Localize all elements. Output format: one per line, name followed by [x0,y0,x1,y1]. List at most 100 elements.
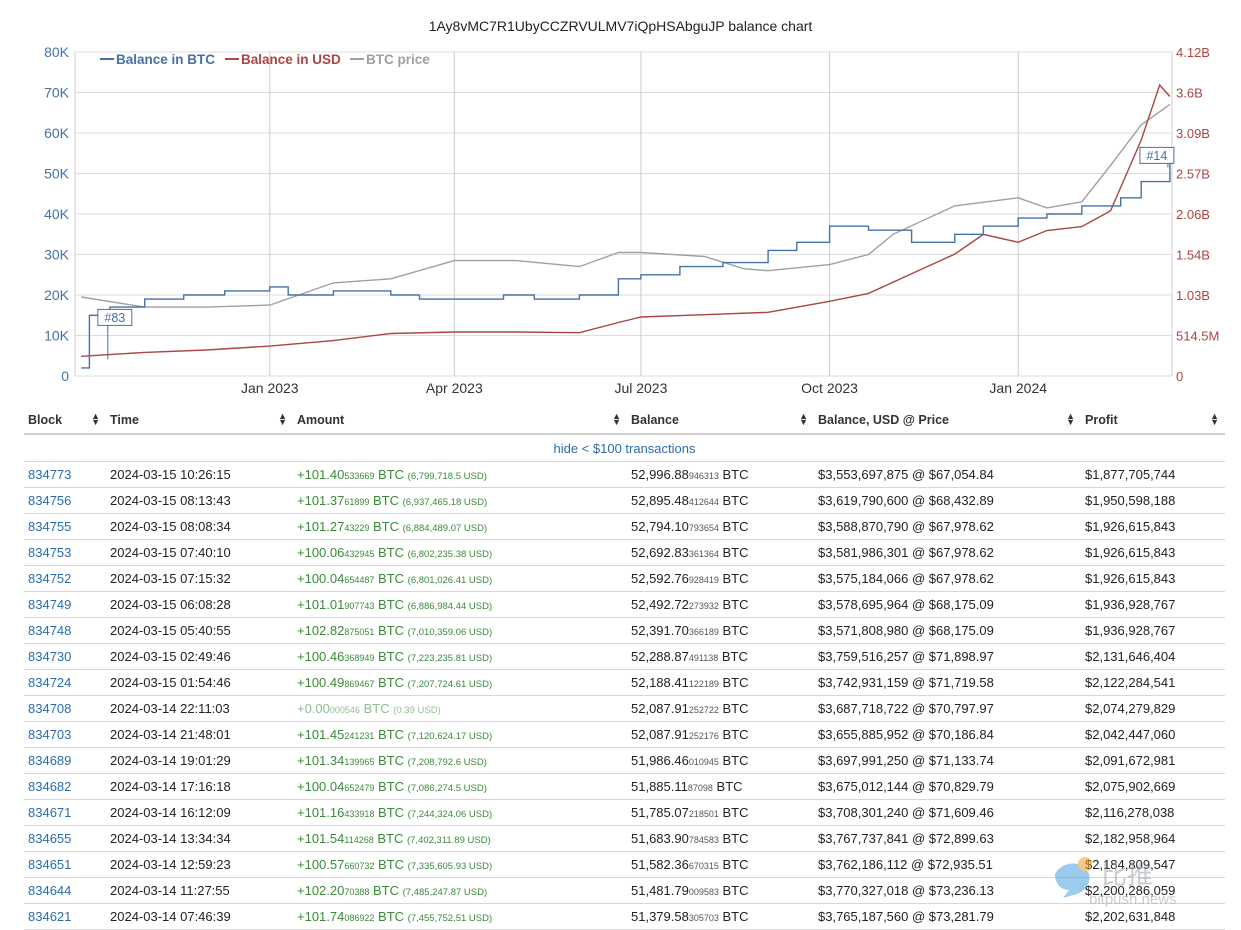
annotation-label: #14 [1146,149,1167,163]
col-header-label: Amount [297,412,345,427]
y-left-tick-label: 30K [44,247,70,263]
block-link[interactable]: 834651 [28,857,72,872]
profit-cell: $2,042,447,060 [1081,721,1225,748]
balance-usd-cell: $3,687,718,722 @ $70,797.97 [814,695,1081,722]
transactions-table: Block ▲ ▼ Time ▲ ▼ Amount ▲ ▼ Balance ▲ ▼ Balanc… [24,406,1225,930]
table-row: 834755 2024-03-15 08:08:34 +101.2743229 BT… [24,513,1225,540]
amount-cell: +101.3761899 BTC (6,937,465.18 USD) [293,487,627,514]
table-row: 834644 2024-03-14 11:27:55 +102.2070388 BT… [24,877,1225,904]
block-link[interactable]: 834748 [28,623,72,638]
block-link[interactable]: 834671 [28,805,72,820]
block-link[interactable]: 834724 [28,675,72,690]
sort-icon[interactable]: ▲ ▼ [1210,411,1219,427]
col-header-profit[interactable]: Profit ▲ ▼ [1081,406,1225,435]
amount-cell: +101.2743229 BTC (6,884,489.07 USD) [293,513,627,540]
sort-icon[interactable]: ▲ ▼ [612,411,621,427]
block-link[interactable]: 834644 [28,883,72,898]
legend-entry: Balance in BTC [116,52,215,67]
table-row: 834671 2024-03-14 16:12:09 +101.16433918 B… [24,799,1225,826]
sort-icon[interactable]: ▲ ▼ [278,411,287,427]
col-header-block[interactable]: Block ▲ ▼ [24,406,106,435]
block-link[interactable]: 834682 [28,779,72,794]
block-link[interactable]: 834773 [28,467,72,482]
balance-cell: 51,582.36670315 BTC [627,851,814,878]
balance-cell: 51,986.46010945 BTC [627,747,814,774]
amount-value: +101.34139965 BTC (7,208,792.6 USD) [297,753,487,768]
block-cell: 834749 [24,591,106,618]
chart-title: 1Ay8vMC7R1UbyCCZRVULMV7iQpHSAbguJP balan… [428,18,813,34]
amount-value: +100.06432945 BTC (6,802,235.38 USD) [297,545,493,560]
time-cell: 2024-03-15 08:08:34 [106,513,293,540]
balance-usd-cell: $3,767,737,841 @ $72,899.63 [814,825,1081,852]
hide-small-row: hide < $100 transactions [24,434,1225,462]
block-link[interactable]: 834708 [28,701,72,716]
amount-value: +100.49869467 BTC (7,207,724.61 USD) [297,675,493,690]
block-cell: 834671 [24,799,106,826]
coin-icon [1078,857,1092,871]
y-right-tick-label: 0 [1176,369,1183,384]
col-header-balance-usd[interactable]: Balance, USD @ Price ▲ ▼ [814,406,1081,435]
balance-usd-cell: $3,762,186,112 @ $72,935.51 [814,851,1081,878]
table-row: 834773 2024-03-15 10:26:15 +101.40533669 B… [24,461,1225,488]
time-cell: 2024-03-14 22:11:03 [106,695,293,722]
y-right-tick-label: 2.57B [1176,167,1210,182]
balance-cell: 52,895.48412644 BTC [627,487,814,514]
block-cell: 834748 [24,617,106,644]
annotation-flag [1139,146,1175,164]
balance-usd-cell: $3,708,301,240 @ $71,609.46 [814,799,1081,826]
block-cell: 834651 [24,851,106,878]
sort-icon[interactable]: ▲ ▼ [1066,411,1075,427]
col-header-time[interactable]: Time ▲ ▼ [106,406,293,435]
block-link[interactable]: 834730 [28,649,72,664]
table-row: 834689 2024-03-14 19:01:29 +101.34139965 B… [24,747,1225,774]
bird-icon [1055,863,1090,898]
block-link[interactable]: 834756 [28,493,72,508]
block-link[interactable]: 834755 [28,519,72,534]
x-tick-label: Jan 2024 [989,380,1047,396]
annotation-label: #83 [104,311,125,325]
amount-cell: +101.16433918 BTC (7,244,324.06 USD) [293,799,627,826]
amount-value: +101.74086922 BTC (7,455,752.51 USD) [297,909,493,924]
sort-icon[interactable]: ▲ ▼ [91,411,100,427]
sort-icon[interactable]: ▲ ▼ [799,411,808,427]
time-cell: 2024-03-14 19:01:29 [106,747,293,774]
col-header-amount[interactable]: Amount ▲ ▼ [293,406,627,435]
profit-cell: $2,122,284,541 [1081,669,1225,696]
amount-value: +101.2743229 BTC (6,884,489.07 USD) [297,519,488,534]
balance-cell: 51,683.90784583 BTC [627,825,814,852]
x-tick-label: Jul 2023 [614,380,667,396]
time-cell: 2024-03-14 13:34:34 [106,825,293,852]
balance-usd-cell: $3,578,695,964 @ $68,175.09 [814,591,1081,618]
block-link[interactable]: 834621 [28,909,72,924]
block-link[interactable]: 834655 [28,831,72,846]
block-cell: 834682 [24,773,106,800]
col-header-label: Balance [631,412,679,427]
time-cell: 2024-03-15 05:40:55 [106,617,293,644]
block-link[interactable]: 834753 [28,545,72,560]
watermark-cn: 比推 [1101,860,1153,890]
y-right-tick-label: 3.6B [1176,86,1203,101]
balance-chart: 0 0 10K 514.5M 20K 1.03B 30K 1.54B 40K 2.06B 50K 2.… [44,44,1219,396]
amount-value: +101.54114268 BTC (7,402,311.89 USD) [297,831,491,846]
block-link[interactable]: 834749 [28,597,72,612]
block-link[interactable]: 834752 [28,571,72,586]
hide-small-link[interactable]: hide < $100 transactions [24,434,1225,462]
block-link[interactable]: 834689 [28,753,72,768]
balance-cell: 52,692.83361364 BTC [627,539,814,566]
amount-cell: +101.74086922 BTC (7,455,752.51 USD) [293,903,627,930]
amount-cell: +100.04652479 BTC (7,086,274.5 USD) [293,773,627,800]
series-line-usd [81,83,1171,357]
y-right-tick-label: 1.03B [1176,288,1210,303]
amount-value: +102.82875051 BTC (7,010,359.06 USD) [297,623,493,638]
y-left-tick-label: 50K [44,166,70,182]
block-cell: 834644 [24,877,106,904]
profit-cell: $1,926,615,843 [1081,513,1225,540]
balance-cell: 52,592.76928419 BTC [627,565,814,592]
x-tick-label: Jan 2023 [241,380,299,396]
amount-value: +101.01907743 BTC (6,886,984.44 USD) [297,597,493,612]
block-link[interactable]: 834703 [28,727,72,742]
time-cell: 2024-03-14 16:12:09 [106,799,293,826]
block-cell: 834621 [24,903,106,930]
col-header-balance[interactable]: Balance ▲ ▼ [627,406,814,435]
time-cell: 2024-03-15 07:15:32 [106,565,293,592]
